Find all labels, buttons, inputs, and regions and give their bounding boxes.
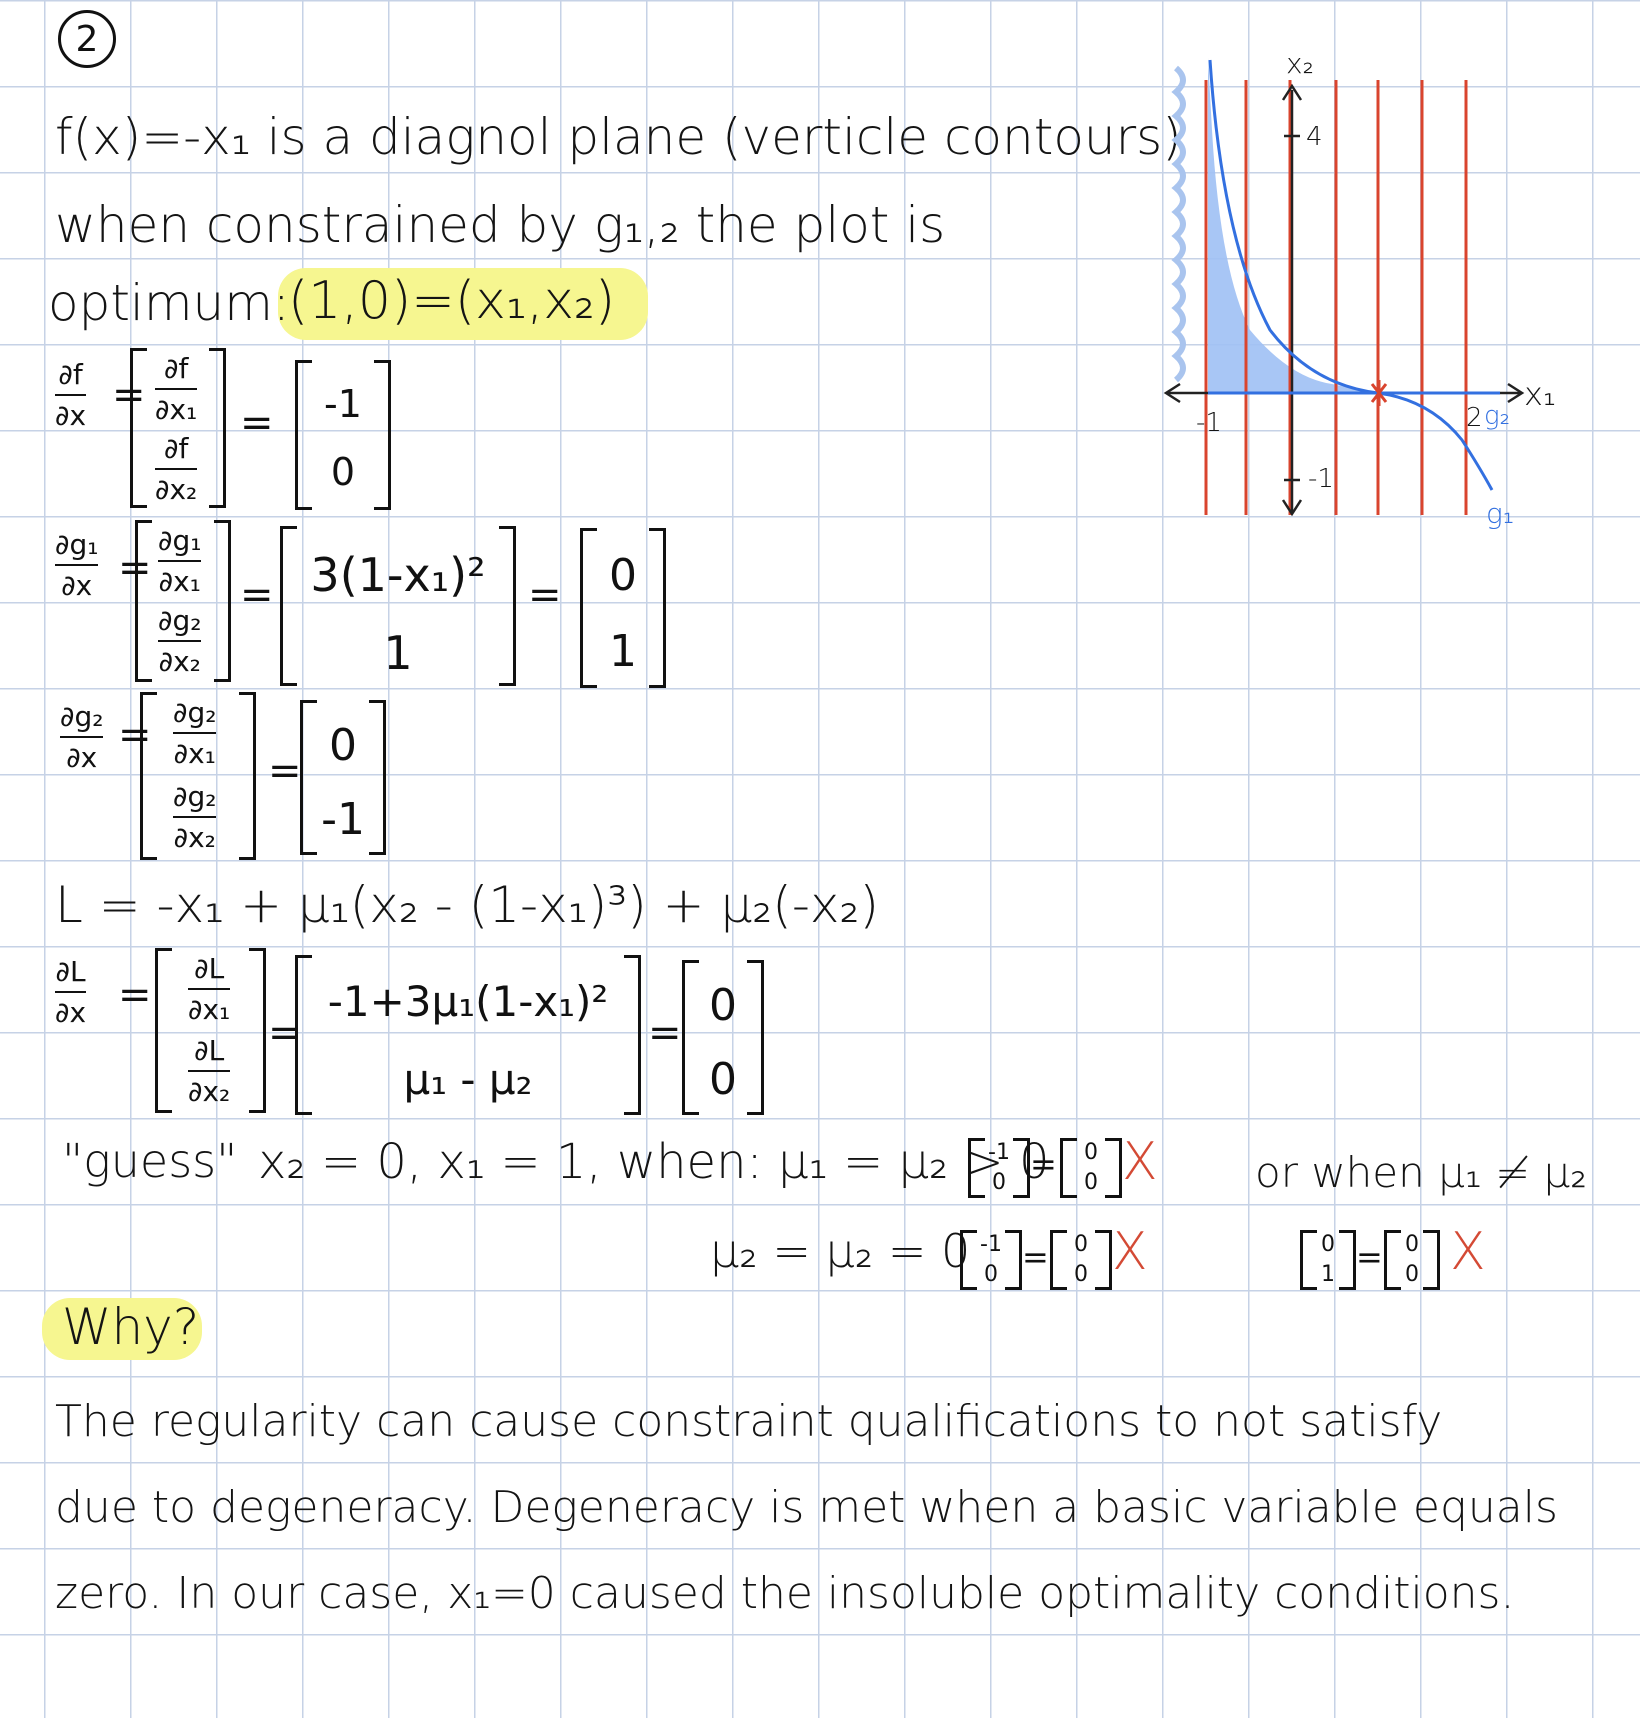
- infeasible-hatching: [1171, 65, 1186, 383]
- check-2-lhs: -1 0: [960, 1230, 1022, 1290]
- g1-curve: [1208, 59, 1494, 491]
- intro-line-1: f(x)=-x₁ is a diagnol plane (verticle co…: [55, 108, 1182, 166]
- equals-sign: =: [528, 572, 562, 618]
- why-line-1: The regularity can cause constraint qual…: [55, 1396, 1443, 1447]
- grad-f-result: -1 0: [295, 360, 391, 510]
- guess-label: "guess": [62, 1134, 238, 1188]
- guess-statement: x₂ = 0, x₁ = 1, when: μ₁ = μ₂ > 0: [258, 1134, 1050, 1190]
- grad-g1-result: 3(1-x₁)² 1: [280, 526, 516, 686]
- equals-sign: =: [118, 545, 152, 591]
- x2-axis-label: x₂: [1286, 47, 1314, 80]
- equals-sign: =: [268, 748, 302, 794]
- page-number: 2: [58, 10, 116, 68]
- equals-sign: =: [240, 572, 274, 618]
- lagrangian: L = -x₁ + μ₁(x₂ - (1-x₁)³) + μ₂(-x₂): [55, 876, 879, 934]
- grad-g2-lhs: ∂g₂ ∂x: [60, 700, 104, 774]
- equals-sign: =: [1030, 1145, 1057, 1183]
- equals-sign: =: [118, 972, 152, 1018]
- y-axis-arrow-up: [1281, 83, 1303, 101]
- why-highlight: [42, 1298, 202, 1360]
- check-2-rhs: 0 0: [1050, 1230, 1112, 1290]
- y-tick-label-neg1: -1: [1308, 464, 1334, 494]
- optimum-highlight: [278, 268, 648, 340]
- grad-g1-components: ∂g₁ ∂x₁ ∂g₂ ∂x₂: [135, 520, 231, 682]
- red-x-mark-2: X: [1112, 1222, 1148, 1282]
- why-line-3: zero. In our case, x₁=0 caused the insol…: [55, 1568, 1515, 1619]
- equals-sign: =: [648, 1010, 682, 1056]
- x-axis-arrow-right: [1507, 382, 1525, 404]
- grad-f-lhs: ∂f ∂x: [55, 358, 87, 432]
- grad-f-components: ∂f ∂x₁ ∂f ∂x₂: [130, 348, 226, 508]
- x1-axis-label: x₁: [1524, 375, 1556, 413]
- grad-g2-components: ∂g₂ ∂x₁ ∂g₂ ∂x₂: [140, 692, 256, 860]
- equals-sign: =: [118, 712, 152, 758]
- why-heading: Why?: [62, 1298, 200, 1356]
- optimum-point-marker: [1370, 380, 1388, 406]
- equals-sign: =: [112, 372, 146, 418]
- grad-g2-result: 0 -1: [300, 700, 386, 855]
- g2-curve-label: g₂: [1484, 401, 1511, 431]
- x-tick-label-2: 2: [1466, 403, 1483, 433]
- g1-curve-label: g₁: [1486, 497, 1515, 530]
- y-tick-label-4: 4: [1306, 122, 1323, 152]
- grad-l-lhs: ∂L ∂x: [55, 955, 87, 1029]
- check-1-lhs: -1 0: [968, 1138, 1030, 1198]
- equals-sign: =: [240, 400, 274, 446]
- case-2-statement: μ₂ = μ₂ = 0: [710, 1224, 971, 1278]
- or-when-text: or when μ₁ ≠ μ₂: [1255, 1148, 1588, 1197]
- equals-sign: =: [1022, 1238, 1049, 1276]
- x-axis-arrow-left: [1163, 382, 1181, 404]
- grad-g1-lhs: ∂g₁ ∂x: [55, 528, 99, 602]
- intro-line-2: when constrained by g₁,₂ the plot is: [55, 196, 946, 254]
- grad-l-value: 0 0: [682, 960, 764, 1115]
- red-x-mark-1: X: [1122, 1132, 1158, 1192]
- optimum-label: optimum:: [48, 274, 290, 332]
- check-3-rhs: 0 0: [1384, 1230, 1440, 1290]
- grad-l-components: ∂L ∂x₁ ∂L ∂x₂: [155, 948, 266, 1113]
- feasible-region: [1208, 58, 1375, 393]
- grad-l-result: -1+3μ₁(1-x₁)² μ₁ - μ₂: [295, 955, 641, 1115]
- red-x-mark-3: X: [1450, 1222, 1486, 1282]
- optimum-value: (1,0)=(x₁,x₂): [288, 271, 616, 331]
- why-line-2: due to degeneracy. Degeneracy is met whe…: [55, 1482, 1558, 1533]
- equals-sign: =: [1356, 1238, 1383, 1276]
- y-axis-arrow-down: [1281, 499, 1303, 517]
- grad-g1-value: 0 1: [580, 528, 666, 688]
- check-3-lhs: 0 1: [1300, 1230, 1356, 1290]
- check-1-rhs: 0 0: [1060, 1138, 1122, 1198]
- x-tick-label-neg1: -1: [1196, 408, 1222, 438]
